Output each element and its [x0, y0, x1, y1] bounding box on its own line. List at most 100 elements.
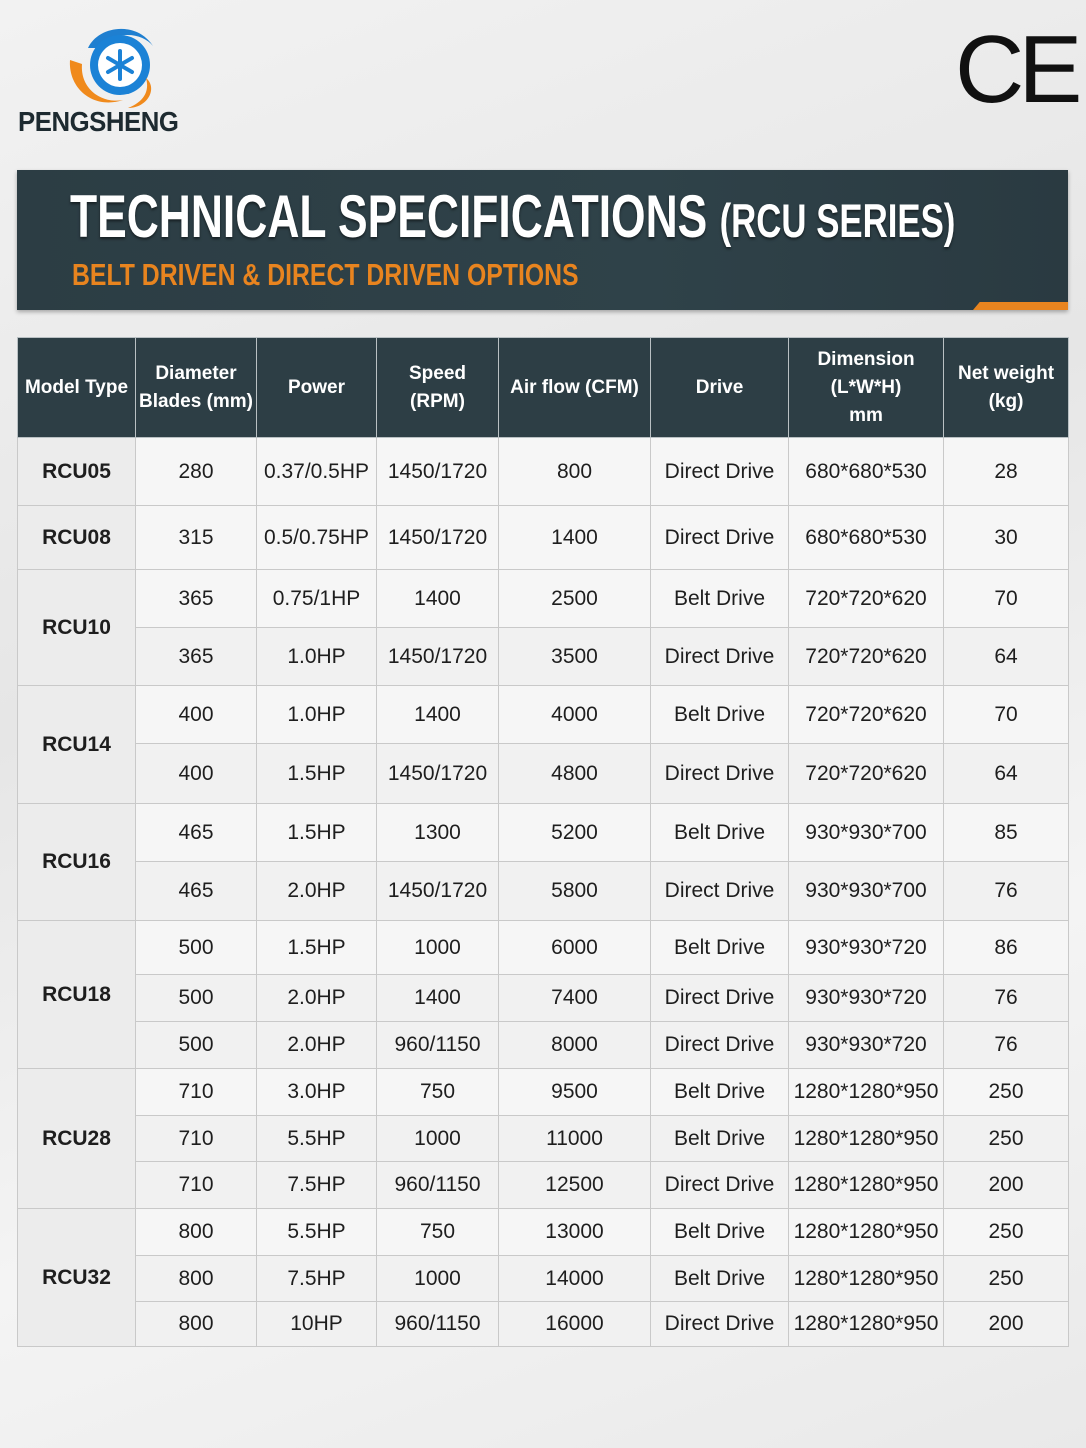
- data-cell: 1450/1720: [376, 743, 499, 804]
- header-line: Speed: [408, 362, 467, 384]
- data-cell: 7.5HP: [256, 1255, 377, 1302]
- data-cell: Belt Drive: [650, 685, 789, 744]
- data-cell: 1450/1720: [376, 861, 499, 921]
- data-cell: 930*930*720: [788, 920, 944, 975]
- data-cell: 2.0HP: [256, 1021, 377, 1069]
- data-cell: 28: [943, 437, 1069, 506]
- data-cell: 8000: [498, 1021, 651, 1069]
- column-header: Diameter Blades (mm): [135, 337, 257, 438]
- table-row: 800 7.5HP 1000 14000 Belt Drive 1280*1280*950…: [18, 1255, 1069, 1302]
- table-row: 710 7.5HP 960/1150 12500 Direct Drive 1280*12…: [18, 1161, 1069, 1209]
- table-row: RCU32 800 5.5HP 750 13000 Belt Drive 1280*1280…: [17, 1208, 1069, 1347]
- data-cell: 1300: [376, 803, 499, 862]
- data-cell: 710: [135, 1068, 257, 1116]
- data-cell: 250: [943, 1208, 1069, 1256]
- title-main: TECHNICAL SPECIFICATIONS: [70, 183, 708, 250]
- data-cell: Belt Drive: [650, 1068, 789, 1116]
- column-header: Drive: [650, 337, 789, 438]
- header-line: (kg): [988, 390, 1024, 412]
- data-cell: 64: [943, 627, 1069, 686]
- data-cell: 720*720*620: [788, 569, 944, 628]
- brand-name: PENGSHENG: [18, 106, 179, 137]
- column-header: Air flow (CFM): [498, 337, 651, 438]
- data-cell: 1.0HP: [256, 685, 377, 744]
- data-cell: 250: [943, 1068, 1069, 1116]
- model-cell: RCU18: [17, 920, 136, 1069]
- data-cell: Direct Drive: [650, 974, 789, 1022]
- data-cell: 1.5HP: [256, 803, 377, 862]
- data-cell: 1.5HP: [256, 743, 377, 804]
- data-cell: Direct Drive: [650, 1021, 789, 1069]
- data-cell: 5800: [498, 861, 651, 921]
- data-cell: 1280*1280*950: [788, 1161, 944, 1209]
- table-row: 400 1.5HP 1450/1720 4800 Direct Drive 720*720…: [18, 743, 1069, 804]
- model-cell: RCU14: [17, 685, 136, 804]
- header-line: mm: [849, 404, 883, 426]
- data-cell: 76: [943, 861, 1069, 921]
- data-cell: Belt Drive: [650, 569, 789, 628]
- table-row: RCU05 280 0.37/0.5HP 1450/1720 800 Direct Dri…: [17, 437, 1069, 506]
- data-cell: 1280*1280*950: [788, 1301, 944, 1347]
- data-cell: 10HP: [256, 1301, 377, 1347]
- data-cell: 1400: [376, 974, 499, 1022]
- data-cell: 800: [135, 1301, 257, 1347]
- data-cell: 12500: [498, 1161, 651, 1209]
- data-cell: 7400: [498, 974, 651, 1022]
- table-row: RCU28 710 3.0HP 750 9500 Belt Drive 1280*1280*…: [17, 1068, 1069, 1209]
- data-cell: 365: [135, 627, 257, 686]
- data-cell: 76: [943, 1021, 1069, 1069]
- data-cell: 250: [943, 1255, 1069, 1302]
- header-line: (L*W*H): [830, 376, 902, 398]
- table-row: 465 2.0HP 1450/1720 5800 Direct Drive 930*930…: [18, 861, 1069, 921]
- data-cell: Belt Drive: [650, 920, 789, 975]
- column-header: Model Type: [17, 337, 136, 438]
- column-header: Power: [256, 337, 377, 438]
- data-cell: 960/1150: [376, 1161, 499, 1209]
- data-cell: 70: [943, 569, 1069, 628]
- data-cell: 400: [135, 685, 257, 744]
- data-cell: Belt Drive: [650, 1255, 789, 1302]
- logo: [69, 28, 153, 108]
- data-cell: 3500: [498, 627, 651, 686]
- model-cell: RCU10: [17, 569, 136, 686]
- data-cell: 5.5HP: [256, 1115, 377, 1162]
- data-cell: 680*680*530: [788, 505, 944, 570]
- model-cell: RCU32: [17, 1208, 136, 1347]
- table-row: RCU18 500 1.5HP 1000 6000 Belt Drive 930*930*7…: [17, 920, 1069, 1069]
- data-cell: Direct Drive: [650, 861, 789, 921]
- model-cell: RCU08: [17, 505, 136, 570]
- data-cell: 4800: [498, 743, 651, 804]
- data-cell: 315: [135, 505, 257, 570]
- data-cell: 710: [135, 1161, 257, 1209]
- data-cell: 500: [135, 1021, 257, 1069]
- table-row: 800 10HP 960/1150 16000 Direct Drive 1280*128…: [18, 1301, 1069, 1347]
- data-cell: Belt Drive: [650, 803, 789, 862]
- title: TECHNICAL SPECIFICATIONS (RCU SERIES): [70, 182, 955, 251]
- table-row: 500 2.0HP 960/1150 8000 Direct Drive 930*930*…: [18, 1021, 1069, 1069]
- data-cell: 1450/1720: [376, 627, 499, 686]
- spec-table: Model Type Diameter Blades (mm) Power Speed (…: [17, 337, 1069, 1347]
- column-header: Dimension (L*W*H) mm: [788, 337, 944, 438]
- table-row: 500 2.0HP 1400 7400 Direct Drive 930*930*720 7…: [18, 974, 1069, 1022]
- data-cell: 750: [376, 1208, 499, 1256]
- header-line: Blades (mm): [138, 390, 254, 412]
- data-cell: Direct Drive: [650, 505, 789, 570]
- data-cell: 930*930*720: [788, 974, 944, 1022]
- data-cell: 500: [135, 920, 257, 975]
- data-cell: Direct Drive: [650, 743, 789, 804]
- data-cell: 1000: [376, 1255, 499, 1302]
- data-cell: 800: [135, 1255, 257, 1302]
- data-cell: 13000: [498, 1208, 651, 1256]
- data-cell: 1.0HP: [256, 627, 377, 686]
- data-cell: 1400: [376, 685, 499, 744]
- data-cell: 64: [943, 743, 1069, 804]
- data-cell: 720*720*620: [788, 743, 944, 804]
- data-cell: 200: [943, 1301, 1069, 1347]
- data-cell: 960/1150: [376, 1301, 499, 1347]
- data-cell: 1280*1280*950: [788, 1068, 944, 1116]
- data-cell: 3.0HP: [256, 1068, 377, 1116]
- subtitle: BELT DRIVEN & DIRECT DRIVEN OPTIONS: [72, 257, 579, 292]
- model-cell: RCU28: [17, 1068, 136, 1209]
- header-line: Drive: [695, 376, 744, 398]
- data-cell: 5200: [498, 803, 651, 862]
